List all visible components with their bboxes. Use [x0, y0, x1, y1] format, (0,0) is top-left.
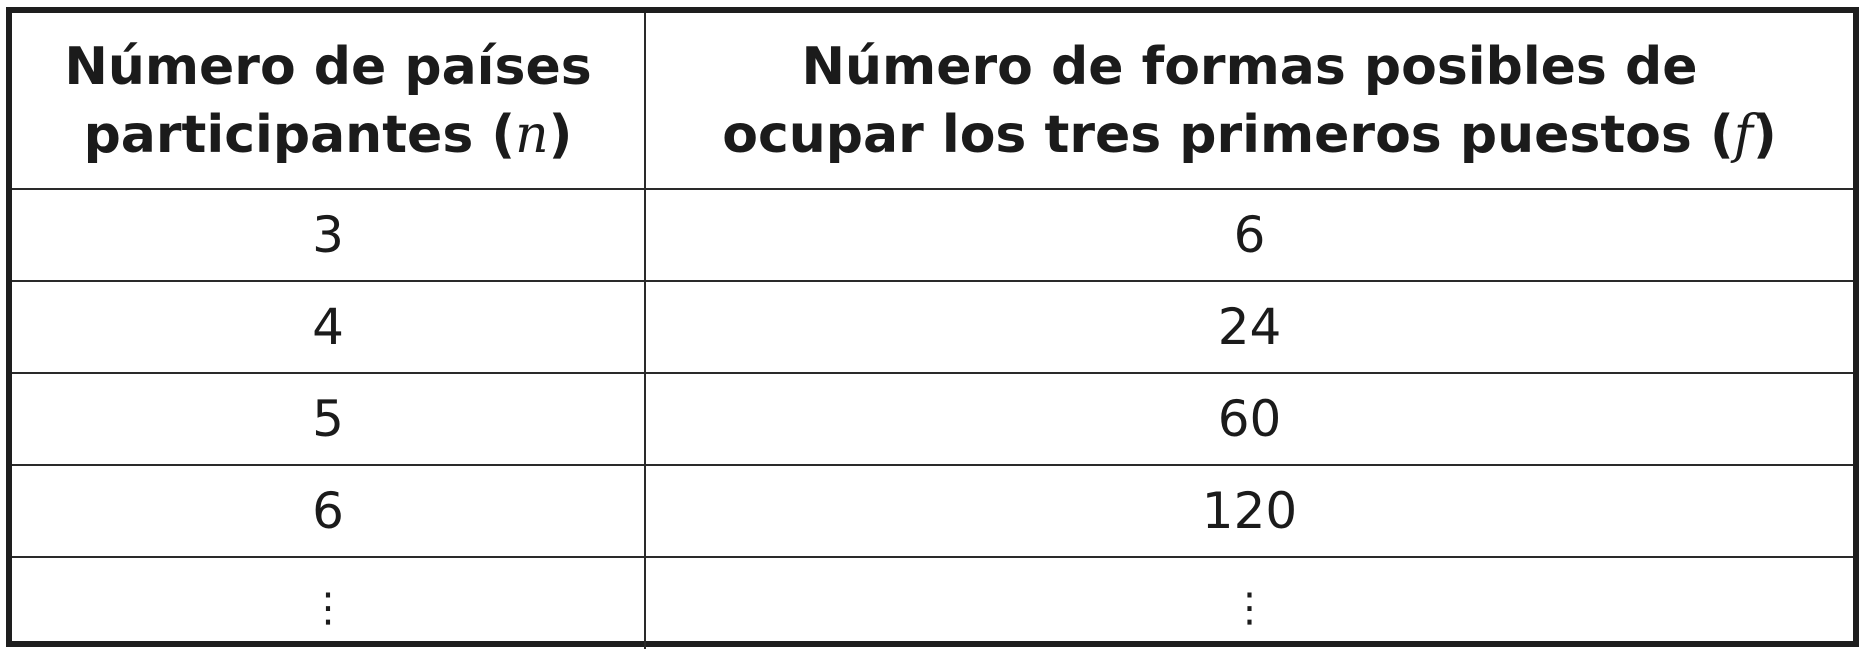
cell-f: 120	[644, 464, 1853, 558]
table-row: 5 60	[12, 372, 1853, 466]
data-table-container: Número de países participantes (n) Númer…	[6, 7, 1859, 649]
header-arrangements-line2-prefix: ocupar los tres primeros puestos (	[722, 104, 1734, 165]
header-countries-line2-prefix: participantes (	[83, 104, 516, 165]
vertical-ellipsis-icon: ⋮	[1229, 584, 1270, 631]
table-row: 4 24	[12, 280, 1853, 374]
header-arrangements-line2-suffix: )	[1752, 104, 1777, 165]
header-countries-line2-suffix: )	[548, 104, 573, 165]
header-arrangements-line1: Número de formas posibles de	[801, 36, 1698, 97]
header-row: Número de países participantes (n) Númer…	[12, 13, 1853, 190]
table-row: 6 120	[12, 464, 1853, 558]
cell-n: 3	[12, 188, 646, 282]
table-row: 3 6	[12, 188, 1853, 282]
header-countries: Número de países participantes (n)	[12, 13, 646, 190]
header-countries-line1: Número de países	[64, 36, 592, 97]
cell-f: 60	[644, 372, 1853, 466]
cell-n: 4	[12, 280, 646, 374]
cell-n: 5	[12, 372, 646, 466]
vertical-ellipsis-icon: ⋮	[308, 584, 348, 631]
cell-n: 6	[12, 464, 646, 558]
cell-n-ellipsis: ⋮	[12, 556, 646, 649]
variable-n: n	[515, 104, 549, 165]
header-arrangements: Número de formas posibles de ocupar los …	[644, 13, 1853, 190]
cell-f-ellipsis: ⋮	[644, 556, 1853, 649]
countries-arrangements-table: Número de países participantes (n) Númer…	[12, 13, 1853, 649]
variable-f: f	[1733, 104, 1753, 165]
cell-f: 24	[644, 280, 1853, 374]
table-row-ellipsis: ⋮ ⋮	[12, 556, 1853, 649]
cell-f: 6	[644, 188, 1853, 282]
